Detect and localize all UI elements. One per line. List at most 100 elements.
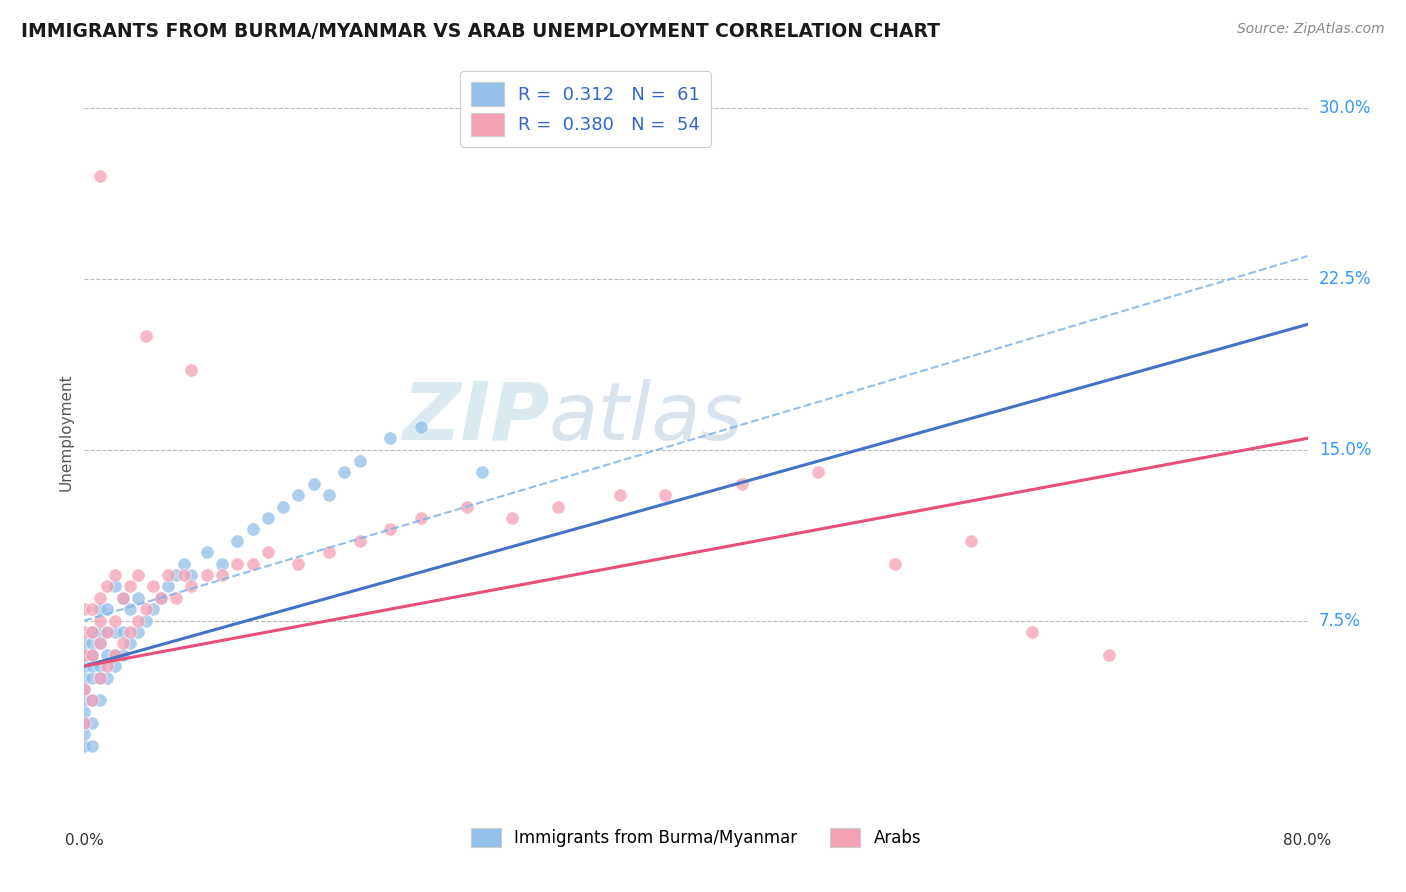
Point (73, 681, 96, 696)
Point (173, 568, 195, 582)
Text: IMMIGRANTS FROM BURMA/MYANMAR VS ARAB UNEMPLOYMENT CORRELATION CHART: IMMIGRANTS FROM BURMA/MYANMAR VS ARAB UN… (21, 22, 941, 41)
Point (349, 533, 371, 548)
Point (89, 169, 111, 184)
Point (80, 693, 103, 707)
Point (89, 671, 111, 685)
Point (226, 533, 249, 548)
Point (80, 624, 103, 639)
Text: 0.0%: 0.0% (65, 833, 104, 848)
Point (195, 545, 218, 559)
Point (96, 624, 118, 639)
Point (104, 659, 127, 673)
Point (96, 659, 118, 673)
Point (180, 363, 202, 377)
Point (127, 614, 149, 628)
Point (173, 557, 195, 571)
Point (89, 636, 111, 650)
Point (211, 557, 233, 571)
Text: ZIP: ZIP (402, 379, 550, 457)
Point (80, 602, 103, 616)
Point (257, 511, 280, 525)
Point (157, 568, 180, 582)
Point (73, 739, 96, 753)
Point (104, 624, 127, 639)
Point (1098, 648, 1121, 662)
Point (80, 659, 103, 673)
Point (80, 739, 103, 753)
Point (73, 705, 96, 719)
Point (80, 636, 103, 650)
Point (89, 602, 111, 616)
Point (502, 511, 524, 525)
Point (80, 693, 103, 707)
Point (73, 716, 96, 731)
Point (226, 557, 249, 571)
Point (302, 476, 325, 491)
Point (180, 579, 202, 593)
Text: 80.0%: 80.0% (1284, 833, 1331, 848)
Point (73, 648, 96, 662)
Point (111, 648, 134, 662)
Point (89, 693, 111, 707)
Point (89, 614, 111, 628)
Point (157, 579, 180, 593)
Point (104, 614, 127, 628)
Point (120, 579, 142, 593)
Point (333, 466, 356, 480)
Point (471, 466, 494, 480)
Point (104, 648, 127, 662)
Point (135, 328, 157, 343)
Point (456, 500, 478, 514)
Point (104, 568, 127, 582)
Point (127, 568, 149, 582)
Point (80, 624, 103, 639)
Point (731, 476, 754, 491)
Point (257, 545, 280, 559)
Point (883, 557, 905, 571)
Point (73, 716, 96, 731)
Point (135, 614, 157, 628)
Point (807, 466, 830, 480)
Point (89, 624, 111, 639)
Point (96, 648, 118, 662)
Point (165, 568, 187, 582)
Point (142, 579, 165, 593)
Point (111, 591, 134, 605)
Point (149, 591, 172, 605)
Point (120, 636, 142, 650)
Point (165, 591, 187, 605)
Point (73, 636, 96, 650)
Point (409, 420, 432, 434)
Point (318, 545, 340, 559)
Point (195, 568, 218, 582)
Text: 7.5%: 7.5% (1319, 612, 1361, 630)
Point (73, 671, 96, 685)
Point (80, 648, 103, 662)
Point (80, 716, 103, 731)
Point (96, 579, 118, 593)
Point (111, 636, 134, 650)
Point (287, 488, 309, 502)
Point (287, 557, 309, 571)
Point (242, 557, 264, 571)
Text: atlas: atlas (550, 379, 744, 457)
Point (73, 659, 96, 673)
Point (271, 500, 294, 514)
Point (142, 602, 165, 616)
Point (349, 454, 371, 468)
Text: 15.0%: 15.0% (1319, 441, 1371, 458)
Point (73, 727, 96, 741)
Legend: Immigrants from Burma/Myanmar, Arabs: Immigrants from Burma/Myanmar, Arabs (464, 822, 928, 854)
Point (149, 591, 172, 605)
Point (127, 624, 149, 639)
Point (73, 693, 96, 707)
Point (80, 648, 103, 662)
Point (80, 671, 103, 685)
Point (89, 636, 111, 650)
Point (96, 624, 118, 639)
Point (111, 591, 134, 605)
Point (111, 624, 134, 639)
Point (89, 671, 111, 685)
Point (89, 591, 111, 605)
Point (609, 488, 631, 502)
